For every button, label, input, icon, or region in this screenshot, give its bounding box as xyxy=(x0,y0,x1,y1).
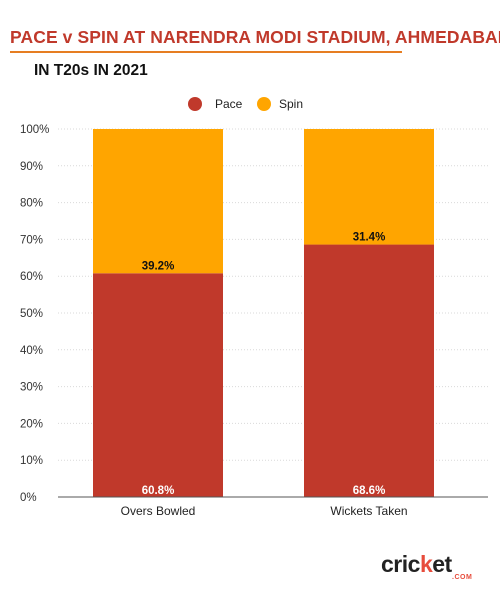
data-label: 68.6% xyxy=(353,485,386,497)
legend-marker-spin xyxy=(257,97,271,111)
data-label: 31.4% xyxy=(353,232,386,244)
y-tick-label: 10% xyxy=(20,455,43,467)
y-tick-label: 40% xyxy=(20,345,43,357)
bar-segment-pace xyxy=(304,244,434,497)
bar-segment-pace xyxy=(93,273,223,497)
brand-logo-suffix: .COM xyxy=(452,574,473,581)
chart-subtitle: IN T20s IN 2021 xyxy=(34,62,148,79)
chart-title: PACE v SPIN AT NARENDRA MODI STADIUM, AH… xyxy=(10,27,500,47)
y-tick-label: 20% xyxy=(20,418,43,430)
y-tick-label: 90% xyxy=(20,161,43,173)
legend-marker-pace xyxy=(188,97,202,111)
y-tick-label: 60% xyxy=(20,271,43,283)
x-tick-label: Wickets Taken xyxy=(330,504,407,518)
brand-logo: cricket xyxy=(381,551,452,577)
x-tick-label: Overs Bowled xyxy=(121,504,196,518)
y-tick-label: 30% xyxy=(20,382,43,394)
y-tick-label: 70% xyxy=(20,234,43,246)
title-underline xyxy=(10,51,402,53)
y-tick-label: 0% xyxy=(20,492,37,504)
data-label: 60.8% xyxy=(142,485,175,497)
y-tick-label: 50% xyxy=(20,308,43,320)
y-tick-label: 80% xyxy=(20,198,43,210)
legend-label: Spin xyxy=(279,97,303,111)
data-label: 39.2% xyxy=(142,260,175,272)
legend-label: Pace xyxy=(215,97,243,111)
bar-segment-spin xyxy=(304,129,434,245)
y-tick-label: 100% xyxy=(20,124,49,136)
bar-segment-spin xyxy=(93,129,223,274)
